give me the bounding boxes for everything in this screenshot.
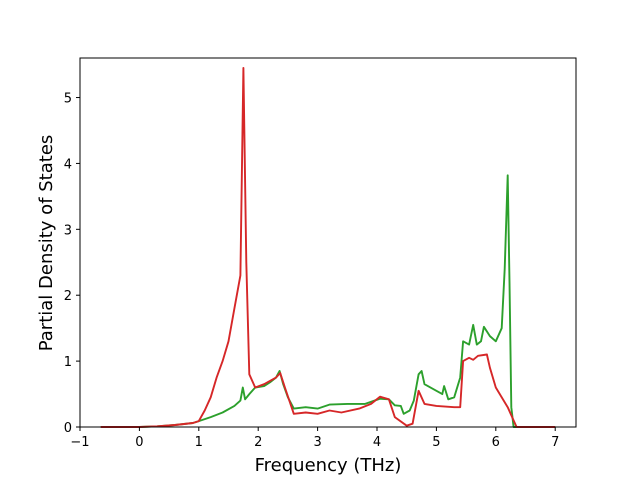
- x-tick-label: 4: [373, 435, 381, 450]
- x-tick-label: 7: [551, 435, 559, 450]
- axes-frame: [79, 57, 577, 428]
- x-tick-label: 6: [492, 435, 500, 450]
- series-line-1: [100, 174, 556, 428]
- y-tick-label: 2: [64, 289, 72, 304]
- x-axis-ticks: −1 0 1 2 3 4 5 6 7: [70, 427, 559, 450]
- x-tick-label: 2: [254, 435, 262, 450]
- series-line-2: [100, 66, 556, 428]
- plot-area: [100, 66, 556, 428]
- y-tick-label: 0: [64, 421, 72, 436]
- y-tick-label: 5: [64, 92, 72, 107]
- x-tick-label: −1: [70, 435, 89, 450]
- x-tick-label: 5: [432, 435, 440, 450]
- y-tick-label: 3: [64, 223, 72, 238]
- x-tick-label: 0: [135, 435, 143, 450]
- x-tick-label: 3: [313, 435, 321, 450]
- y-tick-label: 4: [64, 157, 72, 172]
- x-tick-label: 1: [195, 435, 203, 450]
- y-axis-ticks: 0 1 2 3 4 5: [64, 92, 80, 436]
- x-axis-label: Frequency (THz): [255, 455, 402, 476]
- y-axis-label: Partial Density of States: [36, 135, 57, 352]
- y-tick-label: 1: [64, 355, 72, 370]
